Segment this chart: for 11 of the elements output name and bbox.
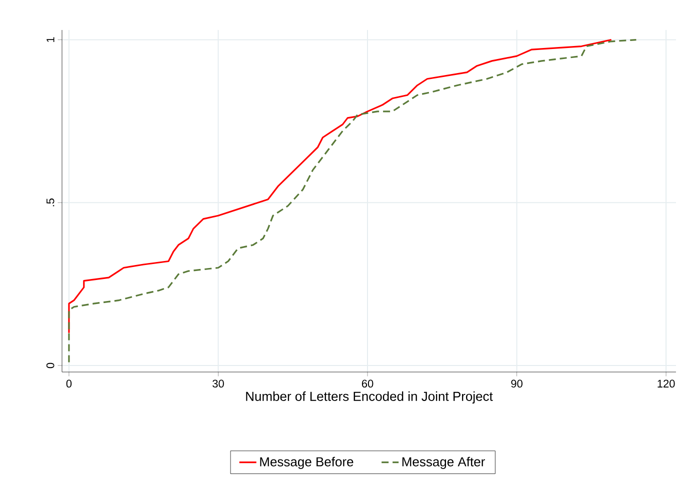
legend-label: Message Before <box>260 456 354 469</box>
y-tick-label: 0 <box>46 362 54 368</box>
x-tick-label: 30 <box>212 380 224 388</box>
y-tick-label: .5 <box>46 198 54 206</box>
x-tick-label: 0 <box>66 380 72 388</box>
legend-label: Message After <box>402 456 485 469</box>
x-tick-label: 120 <box>658 380 675 388</box>
x-axis-title: Number of Letters Encoded in Joint Project <box>246 391 493 404</box>
x-tick-label: 60 <box>362 380 374 388</box>
y-tick-label: 1 <box>46 37 54 42</box>
x-tick-label: 90 <box>511 380 522 388</box>
